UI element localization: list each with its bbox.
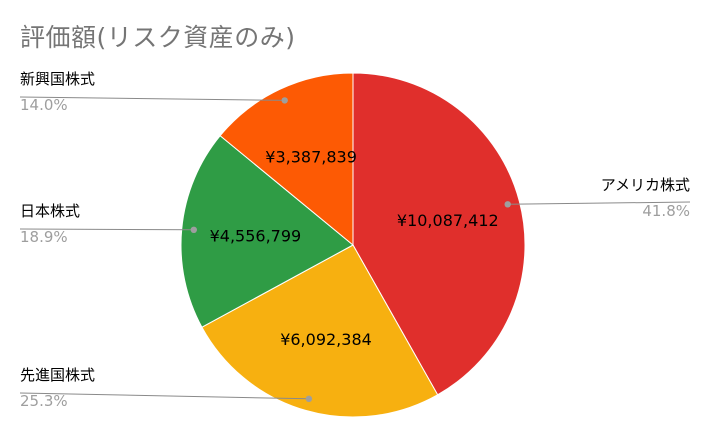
slice-value-label: ¥6,092,384 [280, 330, 372, 349]
callout-percent-label: 18.9% [20, 228, 68, 246]
callout-percent-label: 25.3% [20, 392, 68, 410]
pie-slice [219, 72, 354, 247]
pie-slice [201, 244, 439, 418]
leader-line [507, 201, 691, 205]
leader-line [19, 96, 285, 101]
leader-dot [504, 201, 511, 208]
slice-value-label: ¥3,387,839 [265, 147, 357, 166]
leader-dot [305, 395, 313, 402]
leader-dot [281, 97, 288, 104]
callout-category-label: 新興国株式 [20, 70, 95, 88]
leader-line [19, 392, 309, 400]
callout-category-label: 日本株式 [20, 202, 80, 220]
callout-category-label: 先進国株式 [20, 366, 95, 384]
callout-percent-label: 41.8% [642, 202, 690, 220]
leader-dot [190, 226, 197, 233]
chart-title: 評価額(リスク資産のみ) [20, 23, 296, 52]
slice-value-label: ¥10,087,412 [397, 211, 499, 230]
callout-category-label: アメリカ株式 [601, 176, 690, 194]
slice-value-label: ¥4,556,799 [210, 227, 302, 246]
leader-line [19, 228, 194, 231]
pie-slice [180, 135, 354, 328]
callout-percent-label: 14.0% [20, 96, 68, 114]
pie-slice [352, 72, 526, 396]
